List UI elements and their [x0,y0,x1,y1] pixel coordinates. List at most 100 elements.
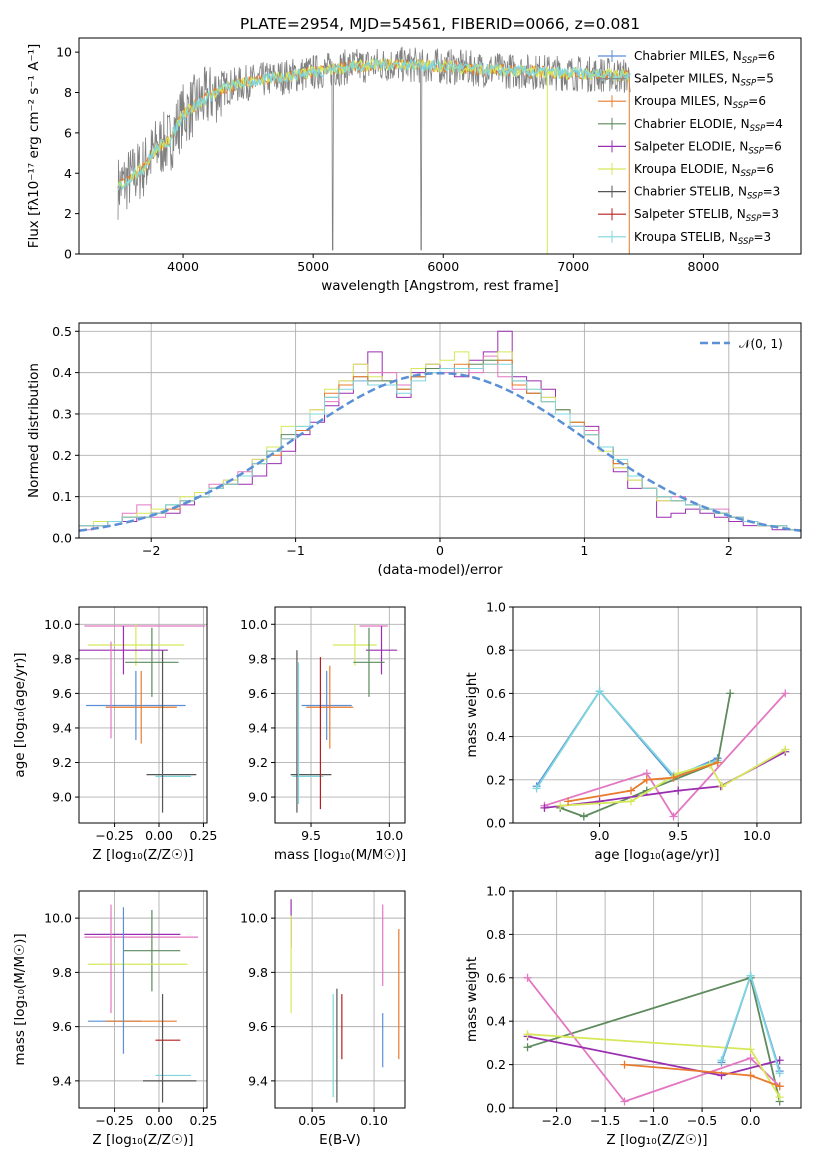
weight-point [523,1030,532,1039]
y-tick-label: 9.8 [248,965,268,980]
x-tick-label: 0.25 [190,828,218,843]
spectrum-legend: Chabrier MILES, NSSP=6 Salpeter MILES, NS… [598,49,783,247]
y-tick-label: 0.4 [52,365,72,380]
y-tick-label: 10.0 [240,617,268,632]
y-tick-label: 1.0 [486,600,506,615]
x-tick-label: 8000 [688,259,720,274]
weight-point [523,973,532,982]
x-tick-label: 9.0 [590,828,610,843]
x-axis-label: (data-model)/error [377,562,503,578]
weight-point [595,687,604,696]
weight-point [674,786,683,795]
y-tick-label: 0.5 [52,324,72,339]
y-tick-label: 0.3 [52,406,72,421]
legend-label: Kroupa STELIB, NSSP=3 [634,230,771,247]
model-spectrum-line [117,58,631,191]
y-tick-label: 0.2 [486,1057,506,1072]
axes-frame [274,606,406,824]
panel-spectrum: 4000 5000 6000 7000 8000 0 2 4 6 8 10 wavelength [A… [26,37,802,294]
y-axis-label: mass weight [464,957,480,1042]
y-tick-label: 8 [64,85,72,100]
y-tick-label: 9.0 [248,790,268,805]
panel-weight_vs_Z: −2.0 −1.5 −1.0 −0.5 0.0 0.0 0.2 0.4 0.6 0.8 1.0 Z [… [464,884,802,1148]
weight-point [564,797,573,806]
x-tick-label: 4000 [167,259,199,274]
weight-point [726,689,735,698]
axes-frame [78,322,802,539]
panel-mass_vs_EBV: 0.05 0.10 9.4 9.6 9.8 10.0 E(B-V) [240,890,406,1148]
y-tick-label: 0.0 [52,531,72,546]
axes-frame [78,606,208,824]
x-axis-label: mass [log₁₀(M/M☉)] [274,847,406,863]
y-axis-label: mass weight [464,672,480,757]
gaussian-curve [79,371,801,533]
x-tick-label: 10.0 [375,828,403,843]
y-tick-label: 9.4 [248,720,268,735]
weight-point [775,1082,784,1091]
weight-point [620,1060,629,1069]
y-tick-label: 0.6 [486,970,506,985]
x-axis-label: Z [log₁₀(Z/Z☉)] [92,847,193,863]
plot-area [523,971,784,1106]
x-tick-label: 0.05 [298,1113,326,1128]
legend-label: Chabrier STELIB, NSSP=3 [634,185,780,202]
figure-title: PLATE=2954, MJD=54561, FIBERID=0066, z=0… [240,15,640,33]
panel-residuals: −2 −1 0 1 2 0.0 0.1 0.2 0.3 0.4 0.5 (data-model)/er… [26,322,802,578]
weight-point [781,745,790,754]
weight-point [642,775,651,784]
x-axis-label: age [log₁₀(age/yr)] [594,847,719,863]
legend-label: Kroupa ELODIE, NSSP=6 [634,162,774,179]
x-tick-label: −0.25 [95,1113,133,1128]
x-tick-label: 0.00 [145,1113,173,1128]
plot-area [290,624,398,813]
y-tick-label: 9.4 [52,1073,72,1088]
weight-point [540,803,549,812]
panel-weight_vs_age: 9.0 9.5 10.0 0.0 0.2 0.4 0.6 0.8 1.0 age [log₁₀(a… [464,600,802,863]
y-tick-label: 0.2 [486,772,506,787]
y-axis-label: mass [log₁₀(M/M☉)] [12,933,28,1065]
weight-line [560,748,786,807]
weight-point [523,1043,532,1052]
y-tick-label: 0.6 [486,686,506,701]
y-tick-label: 2 [64,206,72,221]
y-tick-label: 10 [56,45,72,60]
plot-area [532,687,790,821]
y-tick-label: 9.8 [248,651,268,666]
weight-point [781,689,790,698]
weight-point [717,1056,726,1065]
plot-area [79,330,801,533]
axes-frame [274,890,406,1109]
x-tick-label: 7000 [557,259,589,274]
x-tick-label: −1.0 [638,1113,668,1128]
x-tick-label: −2.0 [541,1113,571,1128]
weight-line [544,692,786,818]
weight-point [746,1071,755,1080]
x-tick-label: −2 [142,543,160,558]
weight-point [627,797,636,806]
y-tick-label: 10.0 [44,617,72,632]
panel-age_vs_mass: 9.5 10.0 9.0 9.2 9.4 9.6 9.8 10.0 mass [log₁₀(M/… [240,606,406,863]
y-tick-label: 0.8 [486,927,506,942]
x-tick-label: −1.5 [590,1113,620,1128]
weight-point [669,812,678,821]
axes-frame [78,37,802,255]
y-tick-label: 9.4 [248,1073,268,1088]
y-tick-label: 0.8 [486,643,506,658]
y-tick-label: 4 [64,166,72,181]
x-tick-label: −0.5 [687,1113,717,1128]
y-tick-label: 1.0 [486,884,506,899]
y-tick-label: 0.0 [486,1101,506,1116]
weight-point [713,758,722,767]
y-tick-label: 0.1 [52,489,72,504]
x-tick-label: −0.25 [95,828,133,843]
axes-frame [512,890,802,1109]
y-tick-label: 9.6 [248,1019,268,1034]
weight-point [669,773,678,782]
plot-area [117,46,631,254]
y-tick-label: 9.4 [52,720,72,735]
y-tick-label: 9.6 [52,1019,72,1034]
plot-area [290,899,400,1103]
x-tick-label: 0 [436,543,444,558]
x-tick-label: 1 [580,543,588,558]
